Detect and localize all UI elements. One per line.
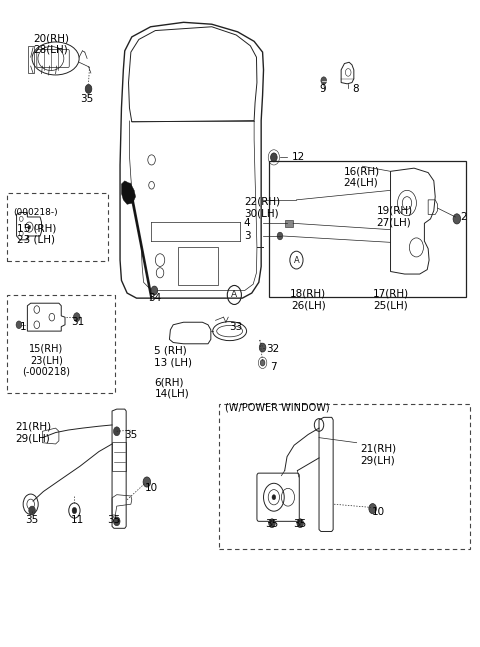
Circle shape <box>143 477 151 487</box>
Text: 21(RH)
29(LH): 21(RH) 29(LH) <box>15 422 51 443</box>
Text: 2: 2 <box>460 212 467 222</box>
Text: 10: 10 <box>145 483 158 493</box>
Text: 1: 1 <box>19 322 26 332</box>
Text: 7: 7 <box>271 362 277 371</box>
Text: 21(RH)
29(LH): 21(RH) 29(LH) <box>360 444 396 466</box>
Text: 5 (RH)
13 (LH): 5 (RH) 13 (LH) <box>155 345 192 367</box>
Circle shape <box>272 495 276 499</box>
Text: 4: 4 <box>244 218 251 228</box>
Text: 35: 35 <box>108 515 120 525</box>
Bar <box>112 442 126 470</box>
Bar <box>28 47 34 73</box>
Circle shape <box>85 85 92 93</box>
Bar <box>219 404 470 549</box>
Circle shape <box>269 519 275 528</box>
Circle shape <box>453 214 461 224</box>
Text: 35: 35 <box>25 515 39 525</box>
Bar <box>269 160 466 297</box>
Text: 22(RH)
30(LH): 22(RH) 30(LH) <box>244 197 280 218</box>
Text: 12: 12 <box>292 153 305 162</box>
Text: (W/POWER WINDOW): (W/POWER WINDOW) <box>225 402 330 412</box>
Text: 15(RH)
23(LH)
(-000218): 15(RH) 23(LH) (-000218) <box>22 344 70 377</box>
Circle shape <box>260 360 265 366</box>
Circle shape <box>271 153 277 162</box>
Bar <box>178 247 218 285</box>
Text: 31: 31 <box>71 317 84 327</box>
Bar <box>7 193 108 261</box>
Text: 34: 34 <box>148 293 161 303</box>
Bar <box>285 219 293 227</box>
Polygon shape <box>121 181 135 204</box>
Circle shape <box>277 232 283 240</box>
Text: 11: 11 <box>71 515 84 525</box>
Text: 20(RH)
28(LH): 20(RH) 28(LH) <box>33 33 69 55</box>
Circle shape <box>297 519 303 528</box>
Text: 19(RH)
27(LH): 19(RH) 27(LH) <box>376 206 412 227</box>
Text: A: A <box>231 291 238 300</box>
Circle shape <box>29 506 36 515</box>
Text: 9: 9 <box>319 84 325 94</box>
Circle shape <box>73 313 80 322</box>
Text: 17(RH)
25(LH): 17(RH) 25(LH) <box>372 289 408 310</box>
Text: (000218-): (000218-) <box>13 208 58 217</box>
Circle shape <box>321 77 326 85</box>
Text: 18(RH)
26(LH): 18(RH) 26(LH) <box>290 289 326 310</box>
Circle shape <box>113 427 120 435</box>
Circle shape <box>369 503 376 514</box>
Bar <box>7 295 115 393</box>
Text: 33: 33 <box>229 322 243 333</box>
Text: 35: 35 <box>124 430 137 440</box>
Circle shape <box>259 343 266 352</box>
Text: 35: 35 <box>265 519 278 529</box>
Text: 8: 8 <box>352 84 359 94</box>
Text: 35: 35 <box>294 519 307 529</box>
Text: 16(RH)
24(LH): 16(RH) 24(LH) <box>344 166 380 188</box>
Text: 6(RH)
14(LH): 6(RH) 14(LH) <box>155 377 189 399</box>
Circle shape <box>113 517 120 526</box>
Text: 3: 3 <box>244 231 251 241</box>
Text: 15 (RH)
23 (LH): 15 (RH) 23 (LH) <box>16 223 56 245</box>
Text: 32: 32 <box>266 344 279 354</box>
Circle shape <box>16 321 22 329</box>
Circle shape <box>72 507 77 514</box>
Circle shape <box>28 225 31 229</box>
Circle shape <box>151 286 157 295</box>
Text: 35: 35 <box>81 94 94 104</box>
Text: 10: 10 <box>372 507 385 518</box>
Text: A: A <box>294 256 300 265</box>
